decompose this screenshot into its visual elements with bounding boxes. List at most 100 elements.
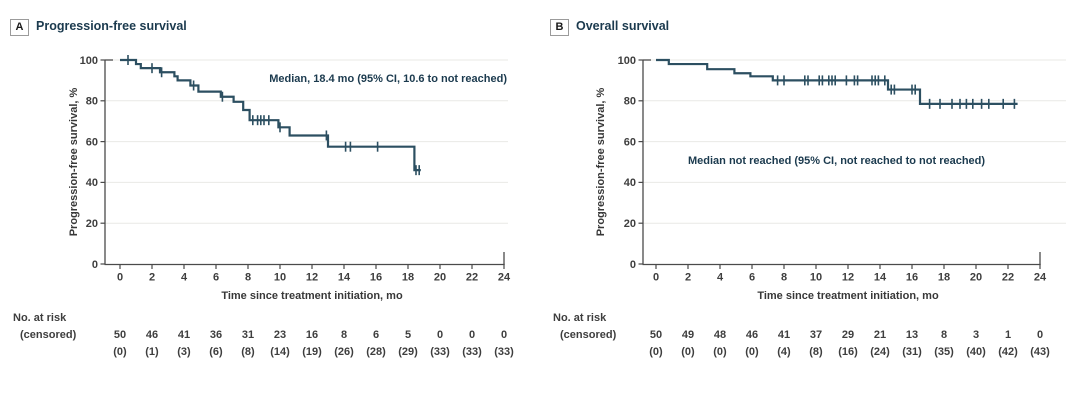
at-risk-count: 29 bbox=[841, 329, 855, 341]
censored-label-a: (censored) bbox=[20, 329, 77, 341]
x-tick-label: 24 bbox=[1034, 272, 1047, 284]
y-tick-label: 0 bbox=[92, 259, 98, 271]
y-tick-label: 20 bbox=[624, 218, 636, 230]
x-tick-label: 2 bbox=[149, 272, 155, 284]
x-tick-label: 20 bbox=[434, 272, 446, 284]
censored-label-b: (censored) bbox=[560, 329, 617, 341]
at-risk-count: 23 bbox=[273, 329, 287, 341]
x-tick-label: 22 bbox=[466, 272, 478, 284]
at-risk-count: 0 bbox=[436, 329, 444, 341]
risk-col: 0 (43) bbox=[1022, 327, 1058, 361]
censored-count: (31) bbox=[902, 346, 922, 358]
censored-count: (0) bbox=[745, 346, 759, 358]
panel-label-a: A bbox=[10, 19, 29, 36]
at-risk-count: 0 bbox=[1036, 329, 1044, 341]
censored-count: (33) bbox=[494, 346, 514, 358]
at-risk-count: 8 bbox=[340, 329, 348, 341]
censored-count: (6) bbox=[209, 346, 223, 358]
x-tick-label: 14 bbox=[338, 272, 351, 284]
at-risk-count: 3 bbox=[972, 329, 980, 341]
x-tick-label: 8 bbox=[781, 272, 787, 284]
censor-marks bbox=[127, 55, 421, 176]
risk-col: 23 (14) bbox=[262, 327, 298, 361]
at-risk-count: 6 bbox=[372, 329, 380, 341]
x-tick-label: 4 bbox=[181, 272, 188, 284]
risk-col: 37 (8) bbox=[798, 327, 834, 361]
censored-count: (0) bbox=[649, 346, 663, 358]
x-tick-label: 22 bbox=[1002, 272, 1014, 284]
at-risk-count: 5 bbox=[404, 329, 412, 341]
risk-col: 0 (33) bbox=[422, 327, 458, 361]
at-risk-count: 0 bbox=[468, 329, 476, 341]
risk-col: 0 (33) bbox=[486, 327, 522, 361]
censored-count: (42) bbox=[998, 346, 1018, 358]
censored-count: (4) bbox=[777, 346, 791, 358]
x-tick-label: 18 bbox=[402, 272, 414, 284]
x-tick-label: 16 bbox=[906, 272, 918, 284]
x-tick-label: 0 bbox=[653, 272, 659, 284]
censored-count: (8) bbox=[241, 346, 255, 358]
censored-count: (16) bbox=[838, 346, 858, 358]
at-risk-count: 16 bbox=[305, 329, 319, 341]
censored-count: (33) bbox=[462, 346, 482, 358]
x-tick-label: 6 bbox=[213, 272, 219, 284]
risk-col: 46 (0) bbox=[734, 327, 770, 361]
x-tick-label: 16 bbox=[370, 272, 382, 284]
censored-count: (35) bbox=[934, 346, 954, 358]
censored-count: (8) bbox=[809, 346, 823, 358]
y-tick-label: 20 bbox=[86, 218, 98, 230]
x-tick-label: 0 bbox=[117, 272, 123, 284]
y-tick-label: 40 bbox=[624, 177, 636, 189]
censored-count: (19) bbox=[302, 346, 322, 358]
censored-count: (40) bbox=[966, 346, 986, 358]
y-axis-title: Progression-free survival, % bbox=[595, 88, 607, 237]
censored-count: (0) bbox=[713, 346, 727, 358]
x-tick-label: 12 bbox=[306, 272, 318, 284]
x-tick-label: 10 bbox=[274, 272, 286, 284]
x-tick-label: 12 bbox=[842, 272, 854, 284]
censored-count: (28) bbox=[366, 346, 386, 358]
at-risk-count: 36 bbox=[209, 329, 223, 341]
risk-col: 5 (29) bbox=[390, 327, 426, 361]
at-risk-count: 46 bbox=[745, 329, 759, 341]
no-at-risk-label-a: No. at risk bbox=[13, 312, 67, 324]
risk-col: 13 (31) bbox=[894, 327, 930, 361]
y-tick-label: 100 bbox=[80, 55, 98, 67]
at-risk-count: 37 bbox=[809, 329, 823, 341]
survival-curve bbox=[120, 58, 421, 172]
at-risk-count: 0 bbox=[500, 329, 508, 341]
risk-col: 1 (42) bbox=[990, 327, 1026, 361]
risk-col: 41 (4) bbox=[766, 327, 802, 361]
at-risk-count: 48 bbox=[713, 329, 727, 341]
censor-marks bbox=[776, 75, 1016, 109]
median-annotation-b: Median not reached (95% CI, not reached … bbox=[688, 155, 986, 167]
y-tick-label: 100 bbox=[618, 55, 636, 67]
x-tick-label: 6 bbox=[749, 272, 755, 284]
risk-col: 16 (19) bbox=[294, 327, 330, 361]
at-risk-count: 50 bbox=[649, 329, 663, 341]
censored-count: (1) bbox=[145, 346, 159, 358]
at-risk-count: 31 bbox=[241, 329, 255, 341]
y-tick-label: 40 bbox=[86, 177, 98, 189]
survival-curve bbox=[656, 58, 1018, 105]
at-risk-count: 49 bbox=[681, 329, 695, 341]
x-tick-label: 24 bbox=[498, 272, 511, 284]
no-at-risk-label-b: No. at risk bbox=[553, 312, 607, 324]
x-tick-label: 8 bbox=[245, 272, 251, 284]
risk-col: 29 (16) bbox=[830, 327, 866, 361]
x-tick-label: 4 bbox=[717, 272, 724, 284]
y-tick-label: 80 bbox=[86, 96, 98, 108]
censored-count: (26) bbox=[334, 346, 354, 358]
risk-col: 50 (0) bbox=[638, 327, 674, 361]
panel-progression-free-survival: A Progression-free survival 0 20 40 60 80 100… bbox=[10, 19, 522, 361]
at-risk-count: 41 bbox=[177, 329, 191, 341]
x-axis-title: Time since treatment initiation, mo bbox=[757, 290, 939, 302]
at-risk-count: 8 bbox=[940, 329, 948, 341]
y-tick-label: 60 bbox=[86, 136, 98, 148]
y-tick-label: 80 bbox=[624, 96, 636, 108]
panel-label-b: B bbox=[550, 19, 569, 36]
risk-col: 49 (0) bbox=[670, 327, 706, 361]
x-tick-label: 2 bbox=[685, 272, 691, 284]
